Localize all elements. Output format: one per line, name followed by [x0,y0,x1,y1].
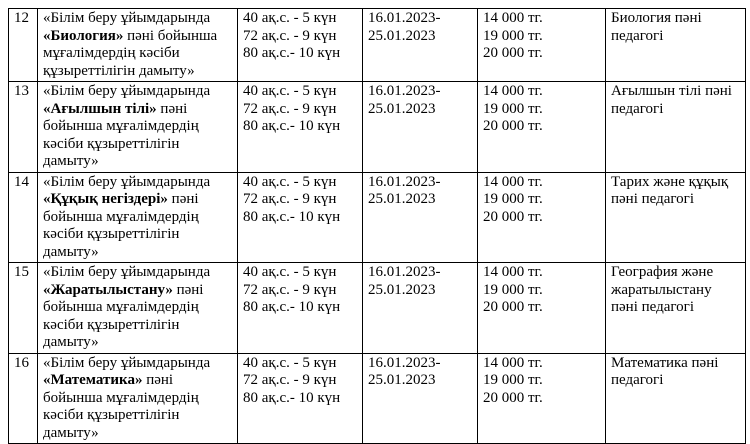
row-number: 15 [8,262,38,354]
title-text: «Білім беру ұйымдарында [43,264,211,280]
dates-cell: 16.01.2023- 25.01.2023 [362,81,478,173]
audience: Математика пәні педагогі [605,352,746,444]
hour-line: 40 ақ.с. - 5 күн [243,83,337,99]
hour-line: 40 ақ.с. - 5 күн [243,10,337,26]
price-line: 14 000 тг. [483,83,543,99]
price-line: 14 000 тг. [483,354,543,371]
date-line: 25.01.2023 [368,100,436,117]
course-table: 12 «Білім беру ұйымдарында «Биология» пән… [8,8,746,444]
audience: География және жаратылыстану пәні педаго… [605,262,746,354]
row-number: 13 [8,81,38,173]
hours-cell: 40 ақ.с. - 5 күн 72 ақ.с. - 9 күн 80 ақ.с.… [237,352,363,444]
table-row: 12 «Білім беру ұйымдарында «Биология» пән… [8,8,746,82]
table-row: 13 «Білім беру ұйымдарында «Ағылшын тілі»… [8,81,746,173]
price-line: 20 000 тг. [483,389,543,406]
hour-line: 80 ақ.с.- 10 күн [243,45,341,61]
table-row: 14 «Білім беру ұйымдарында «Құқық негізде… [8,171,746,263]
hour-line: 40 ақ.с. - 5 күн [243,264,337,280]
price-line: 19 000 тг. [483,191,543,207]
prices-cell: 14 000 тг. 19 000 тг. 20 000 тг. [477,81,606,173]
table-row: 15 «Білім беру ұйымдарында «Жаратылыстану… [8,262,746,354]
course-title: «Білім беру ұйымдарында «Құқық негіздері… [37,171,238,263]
row-number: 16 [8,352,38,444]
title-text: «Білім беру ұйымдарында [43,10,211,26]
price-line: 20 000 тг. [483,45,543,61]
price-line: 14 000 тг. [483,173,543,190]
date-line: 16.01.2023- [368,264,441,280]
date-line: 25.01.2023 [368,281,436,298]
price-line: 14 000 тг. [483,264,543,280]
price-line: 14 000 тг. [483,10,543,26]
hour-line: 72 ақ.с. - 9 күн [243,27,337,44]
title-subject: «Құқық негіздері» [43,191,168,207]
date-line: 25.01.2023 [368,191,436,207]
hour-line: 72 ақ.с. - 9 күн [243,281,337,298]
dates-cell: 16.01.2023- 25.01.2023 [362,352,478,444]
date-line: 25.01.2023 [368,27,436,44]
date-line: 16.01.2023- [368,173,441,190]
hour-line: 80 ақ.с.- 10 күн [243,208,341,225]
date-line: 25.01.2023 [368,372,436,388]
prices-cell: 14 000 тг. 19 000 тг. 20 000 тг. [477,262,606,354]
title-subject: «Математика» [43,372,143,388]
hour-line: 80 ақ.с.- 10 күн [243,389,341,406]
audience: Тарих және құқық пәні педагогі [605,171,746,263]
dates-cell: 16.01.2023- 25.01.2023 [362,8,478,82]
title-text: «Білім беру ұйымдарында [43,173,211,190]
price-line: 20 000 тг. [483,208,543,225]
hour-line: 80 ақ.с.- 10 күн [243,118,341,134]
title-subject: «Биология» [43,27,124,44]
prices-cell: 14 000 тг. 19 000 тг. 20 000 тг. [477,8,606,82]
audience: Биология пәні педагогі [605,8,746,82]
hours-cell: 40 ақ.с. - 5 күн 72 ақ.с. - 9 күн 80 ақ.с.… [237,262,363,354]
hours-cell: 40 ақ.с. - 5 күн 72 ақ.с. - 9 күн 80 ақ.с.… [237,171,363,263]
title-text: пәні бойынша мұғалімдердің кәсіби құзыре… [43,100,199,170]
title-text: пәні бойынша мұғалімдердің кәсіби құзыре… [43,281,204,351]
course-title: «Білім беру ұйымдарында «Математика» пән… [37,352,238,444]
price-line: 19 000 тг. [483,27,543,44]
course-title: «Білім беру ұйымдарында «Ағылшын тілі» п… [37,81,238,173]
hour-line: 72 ақ.с. - 9 күн [243,191,337,207]
price-line: 19 000 тг. [483,372,543,388]
audience: Ағылшын тілі пәні педагогі [605,81,746,173]
table-row: 16 «Білім беру ұйымдарында «Математика» п… [8,352,746,444]
date-line: 16.01.2023- [368,354,441,371]
hour-line: 72 ақ.с. - 9 күн [243,372,337,388]
table-body: 12 «Білім беру ұйымдарында «Биология» пән… [8,8,746,444]
title-text: пәні бойынша мұғалімдердің кәсіби құзыре… [43,191,199,260]
hour-line: 80 ақ.с.- 10 күн [243,299,341,315]
price-line: 19 000 тг. [483,281,543,298]
title-text: «Білім беру ұйымдарында [43,83,211,99]
prices-cell: 14 000 тг. 19 000 тг. 20 000 тг. [477,352,606,444]
course-title: «Білім беру ұйымдарында «Биология» пәні … [37,8,238,82]
prices-cell: 14 000 тг. 19 000 тг. 20 000 тг. [477,171,606,263]
price-line: 20 000 тг. [483,118,543,134]
price-line: 19 000 тг. [483,100,543,117]
title-subject: «Ағылшын тілі» [43,100,157,117]
hours-cell: 40 ақ.с. - 5 күн 72 ақ.с. - 9 күн 80 ақ.с.… [237,81,363,173]
title-subject: «Жаратылыстану» [43,281,173,298]
date-line: 16.01.2023- [368,83,441,99]
hour-line: 40 ақ.с. - 5 күн [243,173,337,190]
title-text: пәні бойынша мұғалімдердің кәсіби құзыре… [43,372,199,441]
dates-cell: 16.01.2023- 25.01.2023 [362,171,478,263]
hour-line: 72 ақ.с. - 9 күн [243,100,337,117]
title-text: пәні бойынша мұғалімдердің кәсіби құзыре… [43,27,218,79]
dates-cell: 16.01.2023- 25.01.2023 [362,262,478,354]
row-number: 12 [8,8,38,82]
hour-line: 40 ақ.с. - 5 күн [243,354,337,371]
course-title: «Білім беру ұйымдарында «Жаратылыстану» … [37,262,238,354]
date-line: 16.01.2023- [368,10,441,26]
row-number: 14 [8,171,38,263]
price-line: 20 000 тг. [483,299,543,315]
hours-cell: 40 ақ.с. - 5 күн 72 ақ.с. - 9 күн 80 ақ.с.… [237,8,363,82]
title-text: «Білім беру ұйымдарында [43,354,211,371]
